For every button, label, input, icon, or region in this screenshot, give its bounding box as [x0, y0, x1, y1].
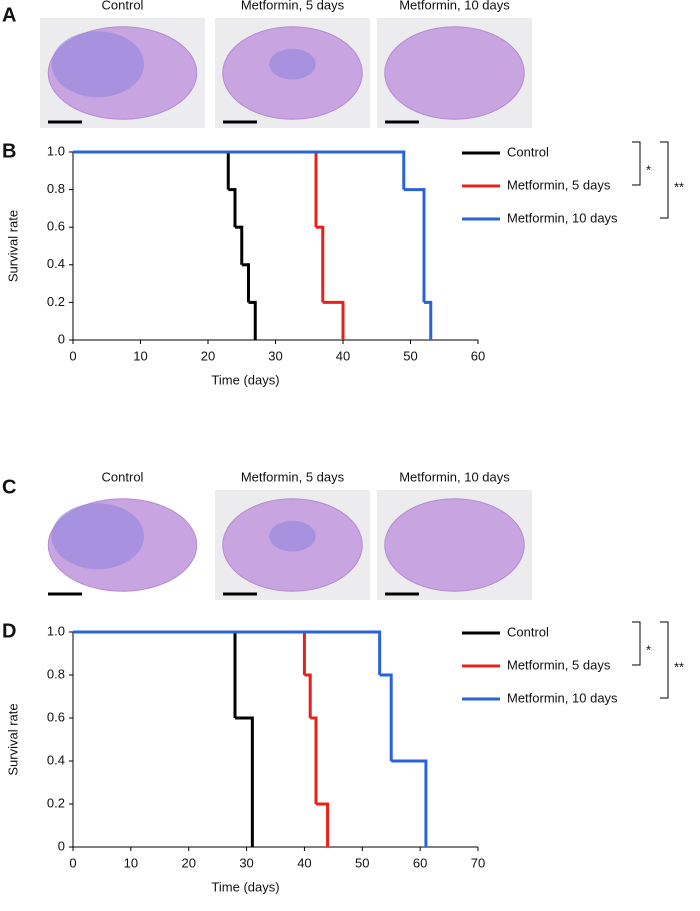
x-tick-label: 40	[297, 855, 311, 870]
y-tick-label: 0.2	[47, 294, 65, 309]
x-tick-label: 40	[336, 348, 350, 363]
y-tick-label: 1.0	[47, 623, 65, 638]
panel-label: A	[2, 4, 16, 26]
image-caption: Metformin, 5 days	[241, 0, 345, 12]
y-tick-label: 0.2	[47, 795, 65, 810]
significance: **	[674, 179, 684, 194]
y-tick-label: 0.4	[47, 752, 65, 767]
bracket	[660, 141, 669, 219]
x-tick-label: 60	[413, 855, 427, 870]
legend-label: Metformin, 10 days	[507, 210, 618, 225]
tumor	[269, 520, 316, 552]
x-tick-label: 0	[69, 348, 76, 363]
bracket	[632, 141, 641, 186]
tumor	[269, 48, 316, 80]
panel-label: B	[2, 140, 16, 162]
x-tick-label: 20	[201, 348, 215, 363]
x-tick-label: 10	[133, 348, 147, 363]
x-tick-label: 20	[181, 855, 195, 870]
image-caption: Metformin, 10 days	[399, 0, 510, 12]
y-tick-label: 0	[58, 838, 65, 853]
significance: *	[646, 162, 651, 177]
x-tick-label: 70	[471, 855, 485, 870]
legend-label: Metformin, 5 days	[507, 177, 611, 192]
y-tick-label: 0.4	[47, 256, 65, 271]
y-tick-label: 0.8	[47, 181, 65, 196]
bracket	[660, 621, 669, 699]
image-caption: Metformin, 5 days	[241, 469, 345, 484]
y-axis-label: Survival rate	[5, 210, 20, 282]
brain-section	[384, 498, 525, 592]
y-tick-label: 0.6	[47, 709, 65, 724]
bracket	[632, 621, 641, 666]
x-axis-label: Time (days)	[211, 372, 279, 387]
y-tick-label: 0.8	[47, 666, 65, 681]
y-tick-label: 0	[58, 331, 65, 346]
y-tick-label: 1.0	[47, 143, 65, 158]
significance: **	[674, 659, 684, 674]
tumor	[51, 31, 144, 98]
brain-section	[384, 26, 525, 120]
image-caption: Control	[102, 469, 144, 484]
panel-label: D	[2, 620, 16, 642]
legend-label: Metformin, 5 days	[507, 657, 611, 672]
y-axis-label: Survival rate	[5, 703, 20, 775]
legend-label: Control	[507, 624, 549, 639]
x-tick-label: 60	[471, 348, 485, 363]
x-tick-label: 10	[124, 855, 138, 870]
x-axis-label: Time (days)	[211, 879, 279, 894]
panel-label: C	[2, 476, 16, 498]
image-caption: Metformin, 10 days	[399, 469, 510, 484]
x-tick-label: 0	[69, 855, 76, 870]
legend-label: Metformin, 10 days	[507, 690, 618, 705]
tumor	[51, 503, 144, 570]
x-tick-label: 50	[403, 348, 417, 363]
y-tick-label: 0.6	[47, 219, 65, 234]
x-tick-label: 30	[268, 348, 282, 363]
significance: *	[646, 642, 651, 657]
image-caption: Control	[102, 0, 144, 12]
x-tick-label: 30	[239, 855, 253, 870]
legend-label: Control	[507, 144, 549, 159]
x-tick-label: 50	[355, 855, 369, 870]
